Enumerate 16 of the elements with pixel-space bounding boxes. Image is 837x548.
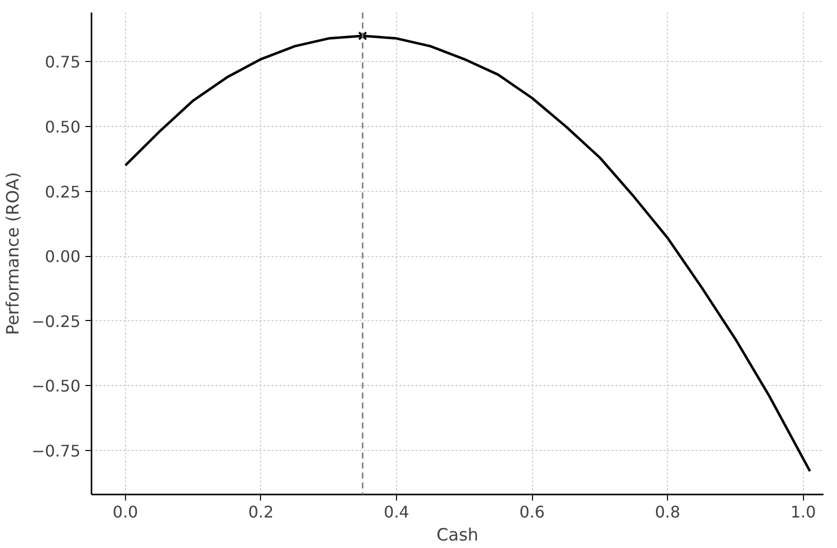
y-tick-label: 0.75: [44, 52, 80, 72]
y-axis-title: Performance (ROA): [3, 172, 24, 335]
x-tick-label: 0.4: [384, 502, 410, 522]
y-tick-label: 0.50: [44, 118, 80, 137]
x-tick-label: 1.0: [790, 502, 816, 522]
y-tick-label: −0.75: [31, 441, 80, 460]
x-tick-label: 0.8: [654, 502, 680, 522]
x-tick-label: 0.2: [248, 502, 274, 522]
x-tick-label: 0.0: [112, 502, 138, 522]
y-tick-label: −0.50: [31, 376, 80, 396]
y-tick-label: 0.25: [44, 182, 80, 202]
x-axis-title: Cash: [436, 526, 478, 546]
line-series: [124, 34, 812, 472]
y-tick-label: 0.00: [44, 247, 80, 266]
y-tick-label: −0.25: [31, 312, 80, 331]
x-tick-label: 0.6: [519, 502, 545, 522]
